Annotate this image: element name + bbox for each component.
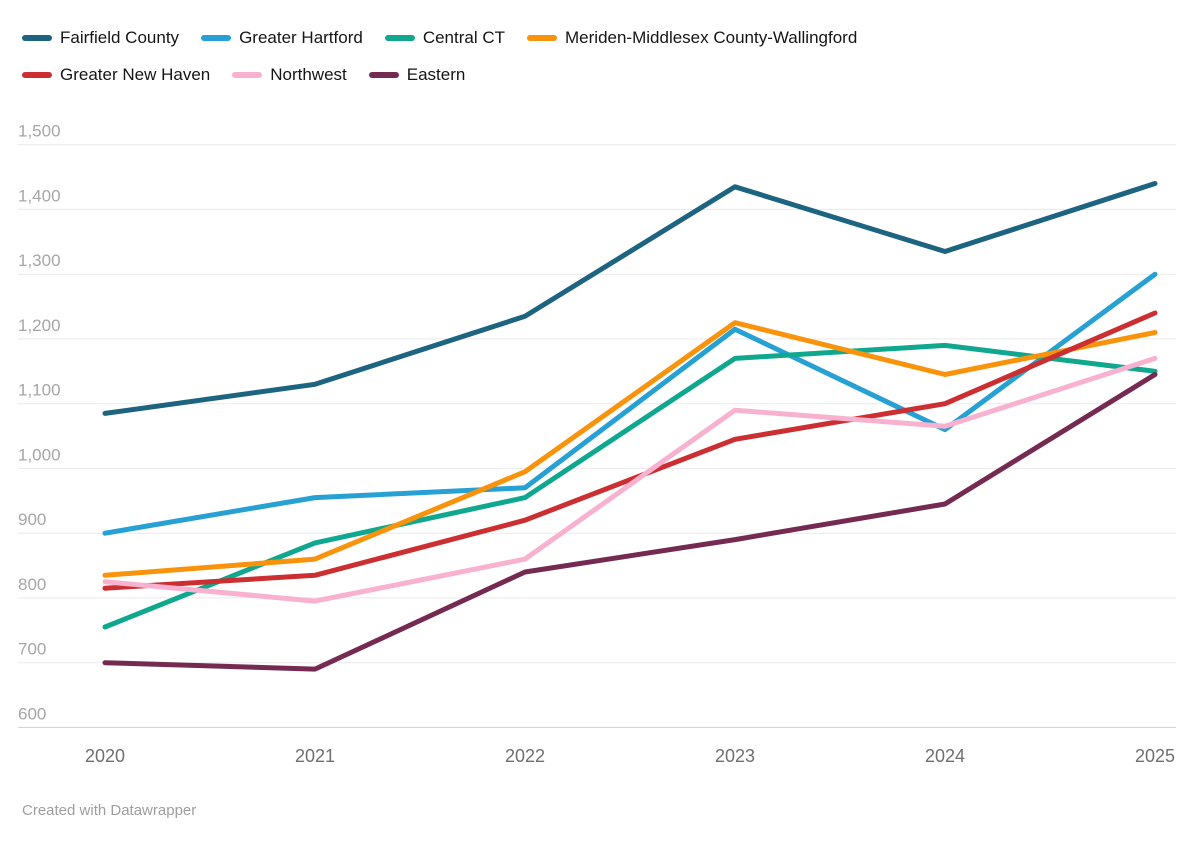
legend-label: Northwest — [270, 65, 347, 84]
x-tick-label: 2020 — [85, 746, 125, 766]
datawrapper-credit-link[interactable]: Created with Datawrapper — [22, 802, 197, 819]
series-line-fairfield-county — [102, 181, 1158, 416]
series-line-greater-hartford — [102, 271, 1158, 536]
legend-swatch-icon — [22, 72, 52, 78]
y-tick-label: 1,000 — [18, 445, 61, 464]
legend-row: Greater New Haven Northwest Eastern — [22, 63, 857, 87]
series-line-northwest — [102, 355, 1158, 604]
y-tick-label: 1,500 — [18, 122, 61, 141]
series-line-central-ct — [102, 342, 1158, 630]
y-tick-label: 1,400 — [18, 186, 61, 205]
legend-label: Greater Hartford — [239, 28, 363, 47]
x-tick-label: 2022 — [505, 746, 545, 766]
legend-label: Central CT — [422, 28, 506, 47]
series-line-eastern — [102, 372, 1158, 672]
legend-item-greater-new-haven: Greater New Haven — [22, 63, 210, 87]
legend-item-northwest: Northwest — [232, 63, 347, 87]
legend-item-greater-hartford: Greater Hartford — [201, 26, 363, 50]
legend-swatch-icon — [384, 35, 415, 41]
legend-swatch-icon — [201, 35, 232, 41]
legend-swatch-icon — [22, 35, 52, 41]
y-tick-label: 1,200 — [18, 316, 61, 335]
y-tick-label: 800 — [18, 575, 46, 594]
legend-item-eastern: Eastern — [368, 63, 466, 87]
legend-item-meriden-middlesex-county-wallingford: Meriden-Middlesex County-Wallingford — [527, 26, 857, 50]
legend-swatch-icon — [232, 72, 263, 78]
y-tick-label: 700 — [18, 640, 46, 659]
legend-label: Fairfield County — [60, 28, 180, 47]
x-tick-label: 2024 — [925, 746, 965, 766]
y-tick-label: 600 — [18, 704, 46, 723]
legend-row: Fairfield County Greater Hartford Central … — [22, 26, 857, 50]
series-line-greater-new-haven — [102, 310, 1158, 591]
legend-swatch-icon — [527, 35, 558, 41]
y-tick-label: 1,300 — [18, 251, 61, 270]
legend-item-fairfield-county: Fairfield County — [22, 26, 179, 50]
series-line-meriden-middlesex-county-wallingford — [102, 320, 1158, 578]
x-tick-label: 2025 — [1135, 746, 1175, 766]
legend-label: Meriden-Middlesex County-Wallingford — [565, 28, 858, 47]
y-tick-label: 900 — [18, 510, 46, 529]
legend-label: Greater New Haven — [60, 65, 211, 84]
legend-item-central-ct: Central CT — [384, 26, 506, 50]
legend-swatch-icon — [368, 72, 399, 78]
x-tick-label: 2023 — [715, 746, 755, 766]
x-tick-label: 2021 — [295, 746, 335, 766]
legend-label: Eastern — [406, 65, 466, 84]
y-tick-label: 1,100 — [18, 381, 61, 400]
chart-legend: Fairfield County Greater Hartford Central … — [22, 26, 857, 87]
